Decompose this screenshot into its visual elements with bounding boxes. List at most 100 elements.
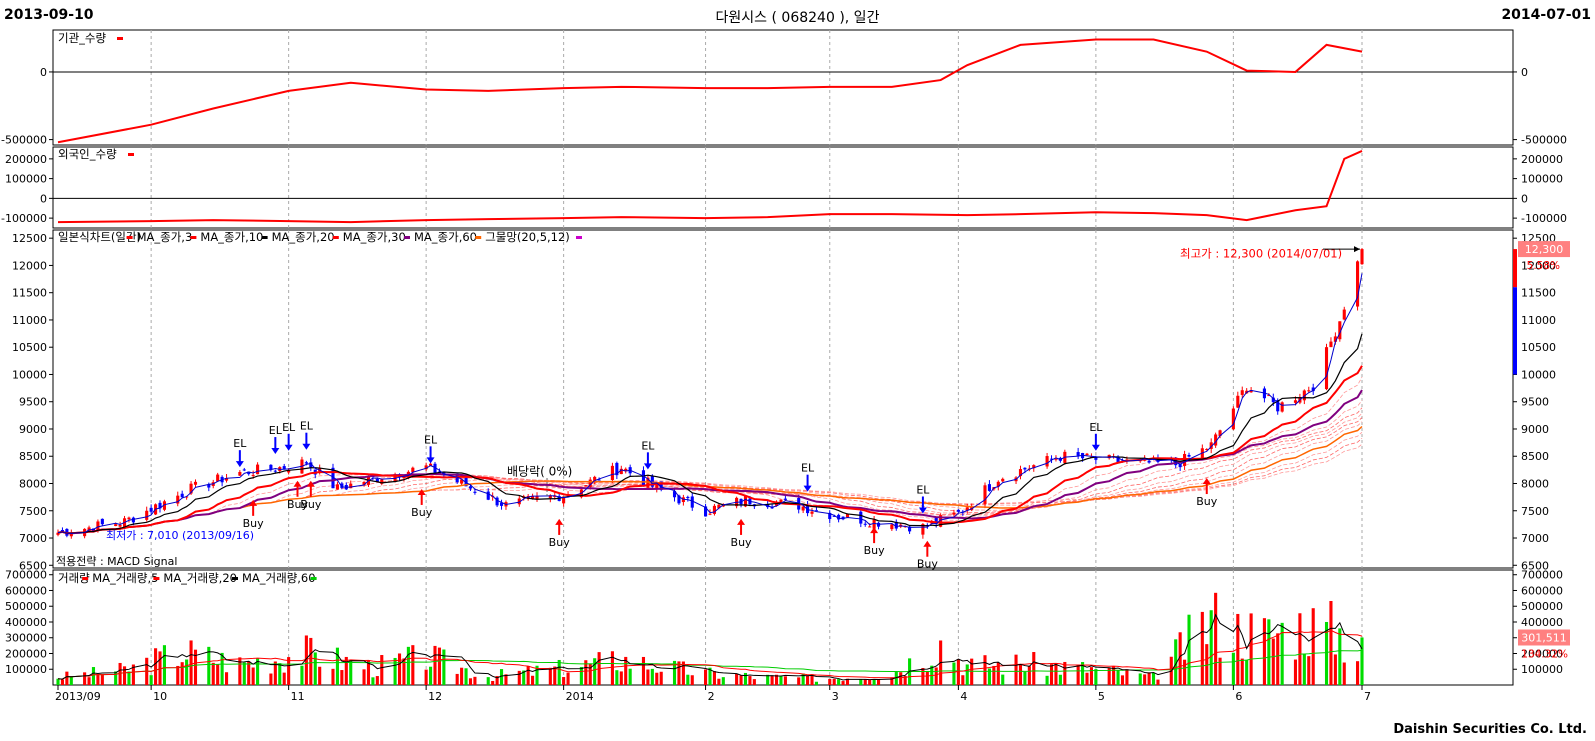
volume-bar xyxy=(273,661,277,685)
last-volume-label: 301,511 xyxy=(1521,632,1567,645)
volume-bar xyxy=(1023,671,1027,685)
volume-bar xyxy=(650,668,654,685)
candle-body xyxy=(863,523,867,525)
candle-body xyxy=(704,506,708,517)
volume-bar xyxy=(180,662,184,685)
y-tick-label-left: 12000 xyxy=(12,259,47,272)
volume-bar xyxy=(433,645,437,685)
price-legend-swatch xyxy=(190,236,197,239)
candle-body xyxy=(593,476,597,483)
candle-body xyxy=(1214,434,1218,446)
candle-body xyxy=(189,483,193,494)
volume-bar xyxy=(553,666,557,685)
candle-body xyxy=(890,524,894,530)
buy-arrowhead xyxy=(306,480,315,487)
range-bar-down xyxy=(1513,287,1517,375)
foreign-legend: 외국인_수량 xyxy=(58,147,117,161)
el-arrowhead xyxy=(426,457,435,464)
y-tick-label-left: 12500 xyxy=(12,232,47,245)
volume-bar xyxy=(983,655,987,685)
candle-body xyxy=(712,505,716,514)
candle-body xyxy=(783,498,787,500)
volume-bar xyxy=(1063,661,1067,685)
range-bar-up xyxy=(1513,249,1517,288)
candle-body xyxy=(779,499,783,503)
volume-bar xyxy=(495,676,499,685)
candle-body xyxy=(1280,402,1284,412)
candle-body xyxy=(952,512,956,515)
candle-body xyxy=(686,496,690,499)
candle-body xyxy=(983,485,987,504)
candle-body xyxy=(1023,467,1027,470)
volume-bar xyxy=(1231,652,1235,685)
candle-body xyxy=(837,514,841,520)
last-volume-badge xyxy=(1518,629,1570,646)
ma3-line xyxy=(57,273,1363,534)
volume-bar xyxy=(961,675,965,685)
volume-bar xyxy=(1147,672,1151,685)
candle-body xyxy=(531,495,535,499)
candle-body xyxy=(859,511,863,524)
candle-body xyxy=(1360,249,1364,265)
volume-bar xyxy=(56,678,60,685)
candle-body xyxy=(1311,387,1315,392)
volume-bar xyxy=(628,668,632,685)
candle-body xyxy=(335,484,339,490)
volume-bar xyxy=(393,657,397,685)
vol-ma20-line xyxy=(57,629,1363,680)
candle-body xyxy=(495,497,499,506)
volume-bar xyxy=(987,668,991,685)
el-arrowhead xyxy=(803,485,812,492)
y-tick-label-right: 400000 xyxy=(1521,616,1563,629)
candle-body xyxy=(1049,458,1054,460)
candle-body xyxy=(269,464,273,470)
y-tick-label-left: 8500 xyxy=(19,450,47,463)
volume-bar xyxy=(282,672,286,685)
candle-body xyxy=(624,468,628,472)
price-legend-swatch xyxy=(126,236,133,239)
y-tick-label-left: -100000 xyxy=(1,212,47,225)
candle-body xyxy=(801,506,805,511)
volume-bar xyxy=(340,670,344,685)
volume-bar xyxy=(619,671,623,685)
volume-bar xyxy=(903,675,907,685)
y-tick-label-right: 200000 xyxy=(1521,647,1563,660)
volume-bar xyxy=(1245,659,1249,685)
candle-body xyxy=(828,512,832,520)
volume-bar xyxy=(309,637,313,685)
y-tick-label-left: -500000 xyxy=(1,134,47,147)
el-label: EL xyxy=(424,433,438,446)
volume-bar xyxy=(797,677,801,685)
volume-bar xyxy=(1209,610,1213,685)
volume-bar xyxy=(69,677,73,685)
y-tick-label-left: 9000 xyxy=(19,423,47,436)
volume-bar xyxy=(1200,611,1204,685)
candle-body xyxy=(193,481,198,485)
volume-bar xyxy=(717,678,721,685)
candle-body xyxy=(814,510,819,512)
volume-bar xyxy=(672,660,677,685)
volume-bar xyxy=(189,640,193,685)
volume-bar xyxy=(996,662,1000,685)
y-tick-label-left: 100000 xyxy=(5,663,47,676)
volume-bar xyxy=(331,668,335,685)
candle-body xyxy=(60,530,64,532)
volume-bar xyxy=(318,666,322,685)
volume-bar xyxy=(1276,633,1280,685)
buy-label: Buy xyxy=(411,506,433,519)
candle-body xyxy=(247,471,251,475)
volume-bar xyxy=(783,676,787,685)
volume-bar xyxy=(380,655,384,685)
chart-title: 다원시스 ( 068240 ), 일간 xyxy=(715,10,880,26)
volume-bar xyxy=(1360,637,1364,685)
volume-bar xyxy=(593,658,597,685)
panel-frame-2 xyxy=(52,229,1514,569)
volume-bar xyxy=(562,677,566,685)
candle-body xyxy=(956,509,960,512)
candle-body xyxy=(1187,454,1191,457)
buy-label: Buy xyxy=(731,536,753,549)
institution-legend-swatch xyxy=(117,37,123,40)
candle-body xyxy=(256,464,260,475)
candle-body xyxy=(1178,463,1182,468)
